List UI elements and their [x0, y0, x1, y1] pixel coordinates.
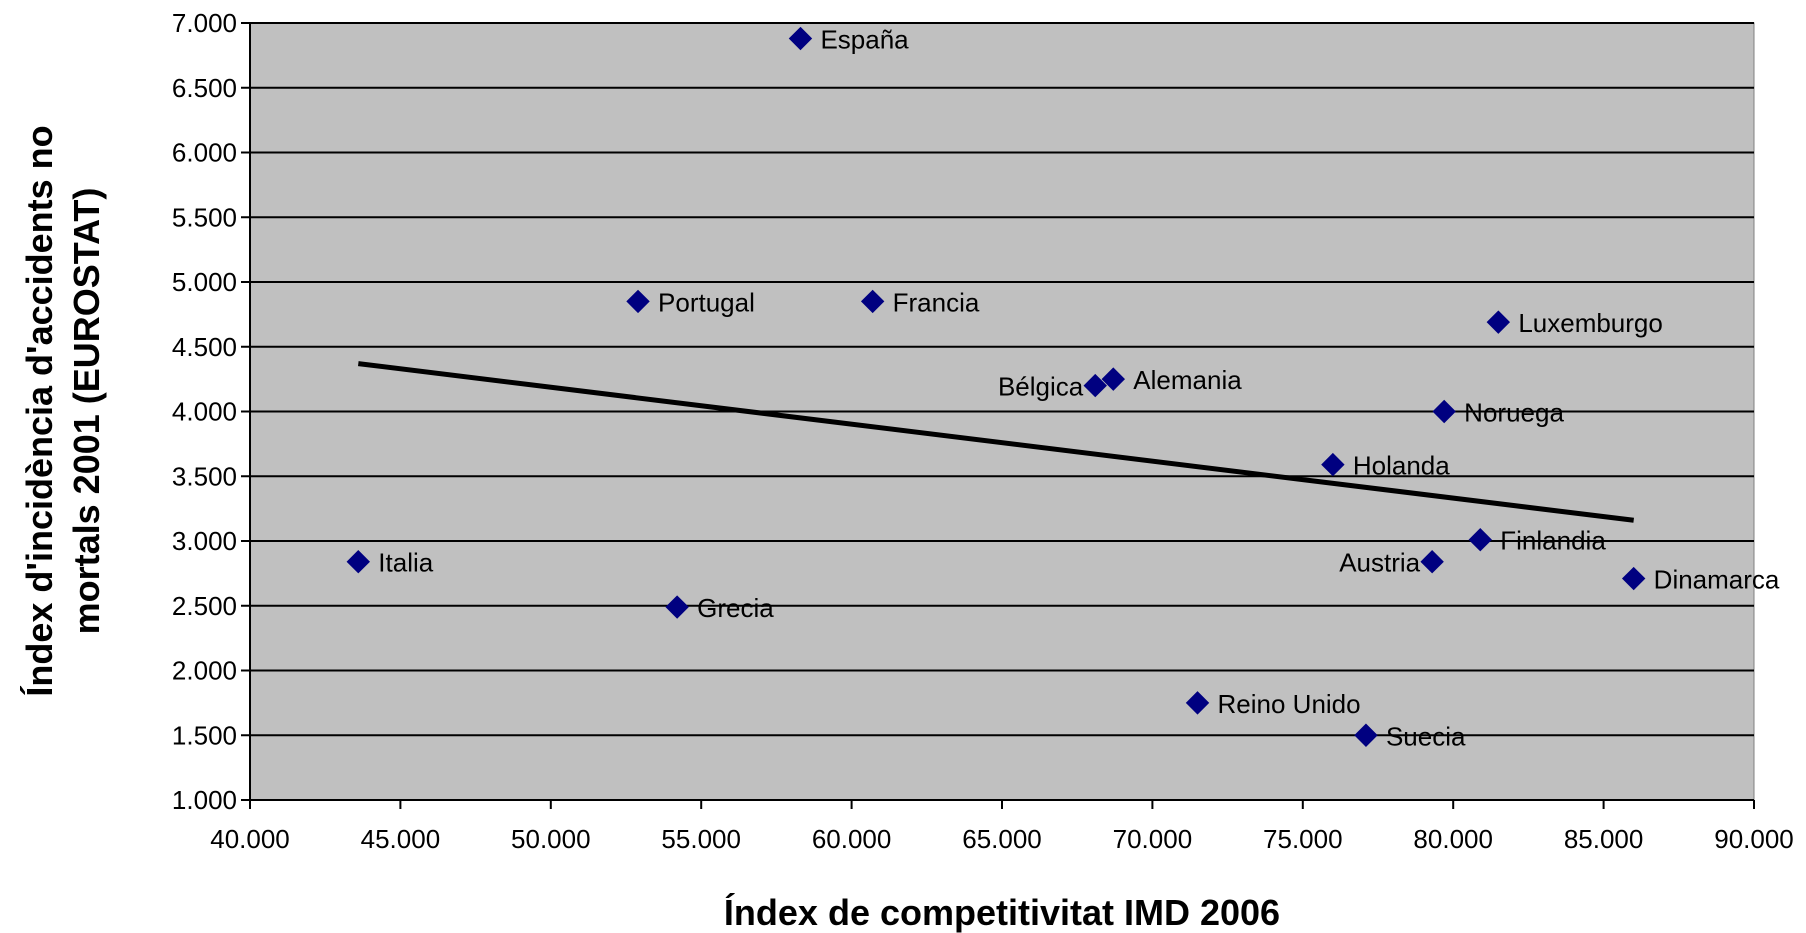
y-tick-label: 7.000 — [172, 8, 237, 38]
y-tick-label: 1.000 — [172, 785, 237, 815]
data-point-label: Grecia — [697, 593, 774, 623]
y-tick-label: 3.500 — [172, 461, 237, 491]
data-point-marker — [860, 289, 885, 314]
x-tick-label: 40.000 — [210, 824, 290, 854]
y-tick-label: 5.500 — [172, 202, 237, 232]
data-point-label: Dinamarca — [1654, 565, 1780, 595]
grid-lines — [250, 22, 1754, 737]
y-axis-ticks: 1.000 1.500 2.000 2.500 3.000 3.500 4.000 4.500… — [172, 8, 250, 815]
x-tick-label: 75.000 — [1263, 824, 1343, 854]
data-point-marker — [1420, 550, 1444, 574]
trendline — [357, 361, 1634, 523]
data-point-marker — [1083, 373, 1107, 398]
data-point-label: Luxemburgo — [1518, 308, 1663, 338]
data-point-marker — [1185, 691, 1210, 715]
x-tick-label: 80.000 — [1413, 824, 1493, 854]
data-point-marker — [1432, 399, 1456, 424]
y-tick-label: 3.000 — [172, 526, 237, 556]
x-axis-ticks: 40.000 45.000 50.000 55.000 60.000 65.000 70.0… — [210, 800, 1794, 854]
x-tick-label: 60.000 — [812, 824, 892, 854]
data-point-marker — [1321, 452, 1345, 477]
y-tick-label: 5.000 — [172, 267, 237, 297]
data-point-label: Finlandia — [1500, 526, 1606, 556]
data-point-marker — [1486, 310, 1511, 334]
data-point-label: España — [820, 25, 909, 55]
x-tick-label: 50.000 — [511, 824, 591, 854]
x-tick-label: 85.000 — [1564, 824, 1644, 854]
y-axis-title-line-1: Índex d'incidència d'accidents no — [19, 125, 60, 696]
y-tick-label: 1.500 — [172, 720, 237, 750]
data-point-marker — [626, 289, 650, 314]
data-point-marker — [665, 595, 689, 619]
data-point-label: Austria — [1339, 548, 1420, 578]
data-point-label: Francia — [893, 287, 980, 317]
data-point-marker — [1468, 527, 1492, 552]
data-point-marker — [1101, 367, 1126, 391]
y-tick-label: 4.500 — [172, 332, 237, 362]
x-axis-title: Índex de competitivitat IMD 2006 — [724, 892, 1280, 933]
x-tick-label: 70.000 — [1113, 824, 1193, 854]
y-tick-label: 2.500 — [172, 591, 237, 621]
x-tick-label: 55.000 — [661, 824, 741, 854]
y-tick-label: 6.500 — [172, 73, 237, 103]
y-axis-title: Índex d'incidència d'accidents no mortal… — [19, 125, 107, 696]
x-tick-label: 90.000 — [1714, 824, 1794, 854]
data-point-marker — [1621, 566, 1646, 591]
data-point-label: Holanda — [1353, 451, 1450, 481]
data-point-label: Portugal — [658, 287, 755, 317]
y-axis-title-line-2: mortals 2001 (EUROSTAT) — [66, 188, 107, 635]
y-tick-label: 4.000 — [172, 397, 237, 427]
data-point-label: Italia — [378, 548, 433, 578]
data-point-label: Bélgica — [998, 372, 1084, 402]
data-point-label: Alemania — [1133, 365, 1242, 395]
data-point-label: Suecia — [1386, 721, 1466, 751]
data-point-label: Reino Unido — [1218, 689, 1361, 719]
data-point-marker — [1354, 723, 1378, 747]
data-points: España Portugal Francia Luxemburgo Bélgica Al… — [346, 25, 1780, 751]
data-point-marker — [346, 550, 370, 574]
data-point-marker — [788, 26, 813, 51]
y-tick-label: 6.000 — [172, 138, 237, 168]
data-point-label: Noruega — [1464, 398, 1564, 428]
x-tick-label: 45.000 — [361, 824, 441, 854]
y-tick-label: 2.000 — [172, 656, 237, 686]
x-tick-label: 65.000 — [962, 824, 1042, 854]
